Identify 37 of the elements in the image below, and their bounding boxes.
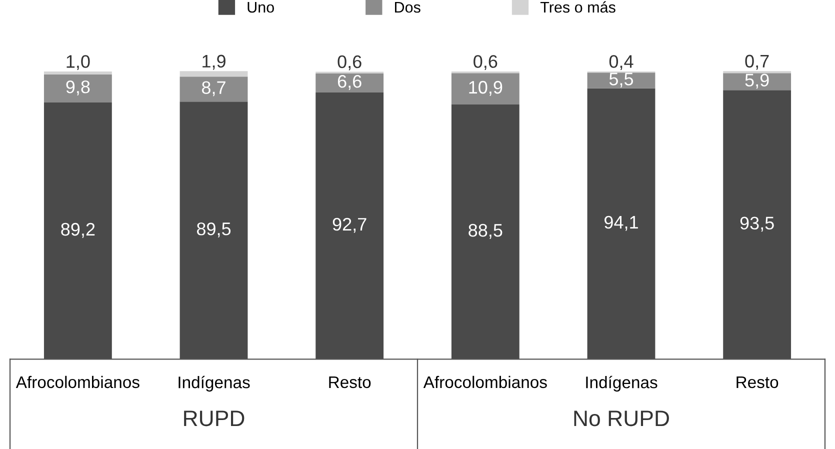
data-label: 0,6: [474, 55, 498, 70]
bar: [587, 72, 656, 88]
x-tick-label: Indígenas: [178, 376, 250, 392]
bar: [451, 73, 520, 105]
legend-label: Tres o más: [540, 1, 616, 13]
x-tick-label: Resto: [736, 376, 778, 388]
text: RUPD: [184, 410, 244, 426]
text: No RUPD: [574, 410, 669, 426]
x-tick-label: Afrocolombianos: [423, 376, 547, 388]
x-tick-label: Resto: [329, 376, 371, 388]
data-label: 6,6: [338, 75, 362, 90]
data-label: 1,0: [66, 55, 90, 70]
bar: [180, 71, 248, 77]
data-label: 94,1: [604, 216, 638, 231]
data-label: 93,5: [740, 216, 774, 232]
data-label: 0,6: [338, 55, 362, 70]
data-label: 8,7: [202, 81, 226, 96]
x-tick-label: Afrocolombianos: [16, 376, 140, 388]
bar: [316, 73, 384, 92]
data-label: 10,9: [469, 80, 502, 96]
bar: [723, 73, 792, 90]
data-label: 89,2: [61, 222, 95, 238]
data-label: 92,7: [332, 218, 366, 233]
data-label: 9,8: [66, 80, 90, 96]
bar: [180, 76, 248, 102]
bar: [44, 74, 112, 103]
legend-label: Uno: [248, 2, 274, 13]
data-label: 5,5: [609, 72, 634, 88]
x-tick-label: Indígenas: [586, 376, 658, 392]
data-label: 5,9: [745, 74, 769, 89]
data-label: 88,5: [468, 224, 502, 239]
bar: [44, 71, 112, 74]
data-label: 0,7: [745, 54, 769, 70]
data-label: 1,9: [202, 54, 226, 70]
data-label: 89,5: [196, 222, 231, 238]
data-label: 0,4: [609, 55, 634, 70]
legend-label: Dos: [395, 2, 420, 13]
